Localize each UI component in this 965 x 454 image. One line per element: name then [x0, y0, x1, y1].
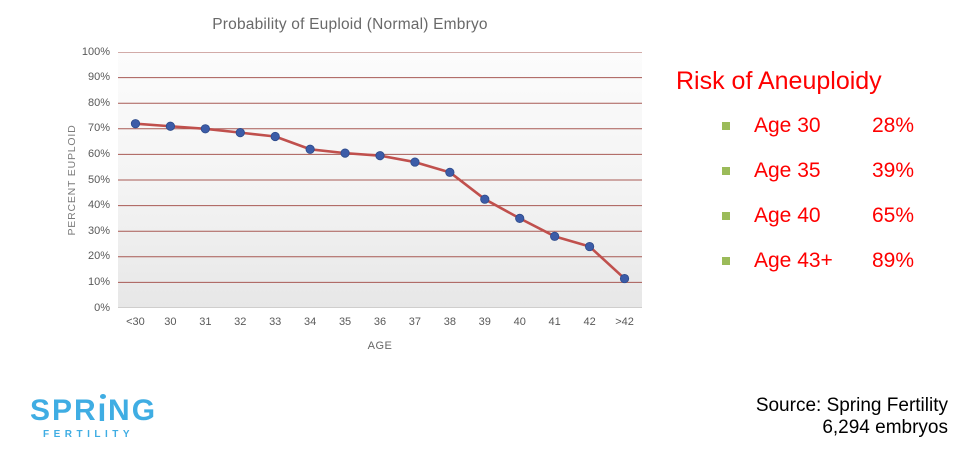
- y-tick-label: 90%: [87, 71, 110, 84]
- y-tick-label: 0%: [94, 301, 110, 314]
- x-tick-label: 32: [234, 316, 247, 328]
- x-tick-label: 39: [478, 316, 491, 328]
- y-tick-label: 80%: [87, 96, 110, 109]
- y-tick-label: 100%: [81, 45, 110, 58]
- bullet-square-icon: [722, 167, 730, 175]
- y-tick-label: 10%: [87, 275, 110, 288]
- risk-list-item: Age 43+ 89%: [676, 239, 958, 284]
- logo-letter: G: [131, 394, 158, 427]
- logo-letter: N: [108, 394, 132, 427]
- risk-panel: Risk of Aneuploidy Age 30 28% Age 35 39%…: [676, 67, 958, 284]
- source-line2: 6,294 embryos: [822, 416, 948, 438]
- risk-list-item: Age 35 39%: [676, 149, 958, 194]
- x-tick-label: 38: [443, 316, 456, 328]
- y-tick-label: 50%: [87, 173, 110, 186]
- x-tick-label: 34: [304, 316, 317, 328]
- logo-letter: S: [30, 394, 53, 427]
- y-tick-label: 20%: [87, 250, 110, 263]
- risk-item-value: 39%: [872, 159, 915, 182]
- logo-dotted-i: I: [97, 399, 109, 427]
- logo-letter: P: [52, 394, 75, 427]
- risk-list-item: Age 30 28%: [676, 104, 958, 149]
- y-tick-label: 60%: [87, 147, 110, 160]
- spring-fertility-logo: SPRING FERTILITY: [30, 396, 157, 441]
- line-chart-svg: [118, 52, 642, 284]
- chart-title: Probability of Euploid (Normal) Embryo: [212, 16, 488, 33]
- x-tick-label: 35: [338, 316, 352, 328]
- risk-list-item: Age 40 65%: [676, 194, 958, 239]
- source-line1: Source: Spring Fertility: [755, 395, 948, 416]
- x-tick-label: 31: [199, 316, 212, 328]
- risk-item-label: Age 30: [754, 114, 821, 137]
- x-tick-label: 41: [548, 316, 561, 328]
- x-tick-label: <30: [126, 316, 145, 328]
- x-tick-label: 42: [583, 316, 596, 328]
- source-note: Source: Spring Fertility 6,294 embryos: [756, 395, 948, 438]
- y-tick-label: 30%: [87, 224, 110, 237]
- logo-letter: R: [74, 394, 98, 427]
- bullet-square-icon: [722, 122, 730, 130]
- risk-item-value: 28%: [872, 114, 915, 137]
- risk-item-label: Age 40: [754, 204, 821, 227]
- risk-item-value: 89%: [872, 249, 915, 272]
- x-tick-label: 37: [408, 316, 422, 328]
- x-tick-label: 33: [269, 316, 282, 328]
- euploid-chart: Probability of Euploid (Normal) Embryo P…: [30, 6, 670, 358]
- risk-panel-title: Risk of Aneuploidy: [676, 67, 882, 95]
- x-tick-label: 36: [373, 316, 387, 328]
- y-tick-label: 40%: [87, 199, 110, 212]
- bullet-square-icon: [722, 212, 730, 220]
- x-tick-label: >42: [615, 316, 634, 328]
- risk-item-label: Age 35: [754, 159, 821, 182]
- x-axis-title: AGE: [367, 340, 393, 352]
- risk-item-label: Age 43+: [754, 249, 833, 272]
- x-tick-label: 40: [513, 316, 526, 328]
- x-tick-label: 30: [164, 316, 177, 328]
- bullet-square-icon: [722, 257, 730, 265]
- logo-subtitle: FERTILITY: [43, 429, 135, 440]
- risk-list: Age 30 28% Age 35 39% Age 40 65% Age 43+…: [676, 104, 958, 284]
- plot-area: [118, 52, 642, 308]
- logo-wordmark: SPRING: [30, 396, 157, 426]
- risk-item-value: 65%: [872, 204, 915, 227]
- y-tick-label: 70%: [87, 122, 110, 135]
